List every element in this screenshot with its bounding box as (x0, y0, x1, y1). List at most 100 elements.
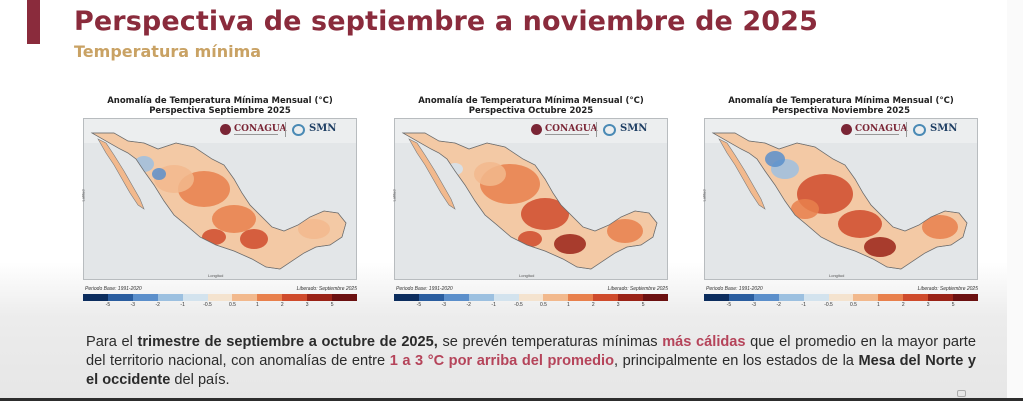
color-swatch (107, 294, 133, 301)
x-axis-label: Longitud (208, 273, 224, 278)
map-title-line1: Anomalía de Temperatura Mínima Mensual (… (107, 96, 333, 106)
conagua-emblem-icon (220, 124, 231, 135)
anomaly-region (447, 163, 463, 175)
map-title: Anomalía de Temperatura Mínima Mensual (… (386, 96, 676, 116)
scale-label: 2 (901, 302, 905, 308)
color-swatch (543, 294, 569, 301)
map-title-line1: Anomalía de Temperatura Mínima Mensual (… (418, 96, 644, 106)
anomaly-region (838, 210, 882, 238)
scale-label: 5 (641, 302, 645, 308)
y-axis-label: Latitud (80, 189, 86, 202)
mexico-border (90, 132, 347, 270)
smn-emblem-icon (913, 124, 926, 136)
conagua-logo: CONAGUA (841, 123, 907, 137)
logo-divider (906, 122, 907, 137)
scale-label: -2 (466, 302, 471, 308)
scale-label: -1 (180, 302, 185, 308)
color-scale-labels: -5 -3 -2 -1 -0.5 0.5 1 2 3 5 (394, 302, 668, 309)
anomaly-region (202, 229, 226, 245)
color-swatch (878, 294, 904, 301)
baja-peninsula (97, 138, 145, 210)
map-info-row: Periodo Base: 1991-2020 Liberado: Septie… (83, 286, 357, 294)
color-swatch (257, 294, 283, 301)
summary-regions: Mesa del Norte y el occidente (86, 353, 977, 388)
footer-logo-icon (957, 390, 966, 397)
conagua-emblem-icon (531, 124, 542, 135)
anomaly-region (134, 156, 154, 172)
scale-label: 5 (951, 302, 955, 308)
color-swatch (418, 294, 444, 301)
map-title: Anomalía de Temperatura Mínima Mensual (… (696, 96, 986, 116)
color-swatch (753, 294, 779, 301)
color-swatch (394, 294, 419, 301)
base-period-text: Periodo Base: 1991-2020 (396, 286, 453, 292)
map-title: Anomalía de Temperatura Mínima Mensual (… (75, 96, 365, 116)
scale-label: 3 (926, 302, 930, 308)
page-subtitle: Temperatura mínima (74, 42, 262, 61)
anomaly-region (518, 231, 542, 247)
page-title: Perspectiva de septiembre a noviembre de… (74, 6, 818, 37)
mexico-border (401, 132, 658, 270)
anomaly-region (212, 205, 256, 233)
color-swatch (953, 294, 978, 301)
smn-emblem-icon (603, 124, 616, 136)
background-shade (0, 262, 1023, 401)
mexico-anomaly-map (84, 119, 356, 270)
map-area: CONAGUA SMN Latitud Longitud (392, 118, 668, 280)
conagua-logo: CONAGUA (531, 123, 597, 137)
base-period-text: Periodo Base: 1991-2020 (706, 286, 763, 292)
color-scale (394, 294, 668, 301)
smn-logo: SMN (913, 122, 973, 138)
summary-highlight-range: 1 a 3 °C por arriba del promedio (389, 353, 614, 369)
conagua-underline (234, 134, 278, 135)
conagua-logo-text: CONAGUA (234, 124, 287, 134)
scale-label: -3 (130, 302, 136, 308)
conagua-underline (545, 134, 589, 135)
conagua-logo-text: CONAGUA (855, 124, 908, 134)
map-title-line2: Perspectiva Octubre 2025 (468, 106, 594, 116)
anomaly-region (474, 162, 506, 186)
color-scale (83, 294, 357, 301)
summary-text: del país. (170, 372, 230, 388)
color-swatch (568, 294, 594, 301)
color-swatch (307, 294, 333, 301)
color-swatch (157, 294, 183, 301)
smn-logo-text: SMN (309, 123, 337, 134)
color-swatch (728, 294, 754, 301)
smn-logo-text: SMN (930, 123, 958, 134)
color-swatch (828, 294, 854, 301)
summary-text: Para el (86, 334, 138, 350)
smn-emblem-icon (292, 124, 305, 136)
color-scale-labels: -5 -3 -2 -1 -0.5 0.5 1 2 3 5 (83, 302, 357, 309)
color-scale (704, 294, 978, 301)
scale-label: 5 (330, 302, 334, 308)
bottom-edge (0, 398, 1023, 401)
color-swatch (182, 294, 208, 301)
release-text: Liberado: Septiembre 2025 (296, 286, 357, 292)
scale-label: 0.5 (849, 302, 857, 308)
baja-peninsula (408, 138, 456, 210)
conagua-logo-text: CONAGUA (545, 124, 598, 134)
scale-label: -0.5 (514, 302, 523, 308)
color-swatch (518, 294, 544, 301)
mexico-anomaly-map (395, 119, 667, 270)
summary-text: que el promedio en la mayor parte del te… (86, 334, 976, 369)
scale-label: 1 (566, 302, 570, 308)
summary-highlight-warmer: más cálidas (662, 334, 746, 350)
map-info-row: Periodo Base: 1991-2020 Liberado: Septie… (704, 286, 978, 294)
map-panel-october: Anomalía de Temperatura Mínima Mensual (… (386, 96, 676, 316)
scale-label: 3 (616, 302, 620, 308)
anomaly-region (521, 198, 569, 230)
scale-label: 0.5 (539, 302, 547, 308)
smn-logo: SMN (292, 122, 352, 138)
color-swatch (593, 294, 619, 301)
release-text: Liberado: Septiembre 2025 (607, 286, 668, 292)
map-panel-september: Anomalía de Temperatura Mínima Mensual (… (75, 96, 365, 316)
anomaly-region (922, 215, 958, 239)
scale-label: -0.5 (203, 302, 212, 308)
logo-divider (285, 122, 286, 137)
color-swatch (928, 294, 954, 301)
scale-label: -0.5 (824, 302, 833, 308)
mexico-border (711, 132, 968, 270)
